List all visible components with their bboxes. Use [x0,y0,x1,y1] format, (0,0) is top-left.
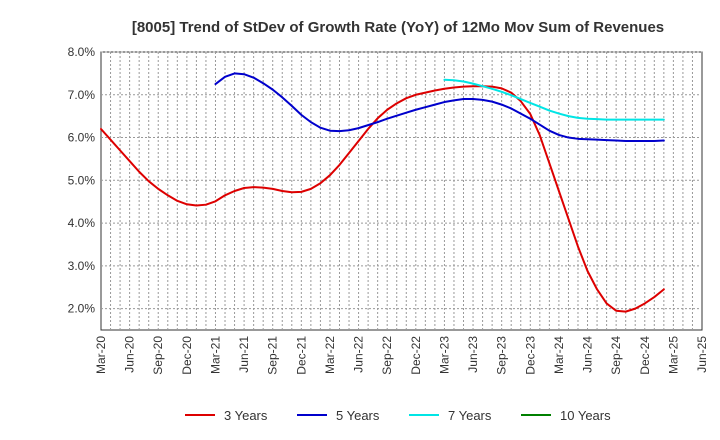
legend-label: 7 Years [448,408,492,423]
x-tick-label: Sep-20 [151,336,165,375]
x-tick-label: Sep-21 [266,336,280,375]
legend: 3 Years 5 Years 7 Years 10 Years [185,408,611,423]
x-tick-label: Dec-20 [180,336,194,375]
series-layer [100,72,665,313]
plot-area [100,51,703,331]
x-tick-label: Sep-23 [495,336,509,375]
x-tick-label: Dec-21 [294,336,308,375]
x-tick-label: Mar-22 [323,336,337,374]
x-tick-label: Sep-22 [380,336,394,375]
x-tick-label: Mar-25 [666,336,680,374]
x-tick-label: Jun-22 [352,336,366,373]
x-tick-label: Dec-24 [638,336,652,375]
chart-title: [8005] Trend of StDev of Growth Rate (Yo… [132,19,664,36]
x-tick-label: Mar-24 [552,336,566,374]
x-tick-label: Dec-23 [523,336,537,375]
y-tick-label: 7.0% [68,88,96,102]
legend-label: 5 Years [336,408,380,423]
x-tick-label: Jun-24 [581,336,595,373]
series-line-7-years [443,78,665,121]
x-tick-label: Mar-23 [437,336,451,374]
legend-label: 3 Years [224,408,268,423]
y-axis-ticks: 2.0% 3.0% 4.0% 5.0% 6.0% 7.0% 8.0% [68,45,96,316]
x-tick-label: Jun-20 [123,336,137,373]
x-axis-ticks: Mar-20 Jun-20 Sep-20 Dec-20 Mar-21 Jun-21 Sep-… [94,336,709,375]
x-tick-label: Sep-24 [609,336,623,375]
series-line-5-years [214,72,665,142]
y-tick-label: 5.0% [68,173,96,187]
legend-label: 10 Years [560,408,611,423]
series-line-3-years [100,85,665,313]
y-tick-label: 2.0% [68,302,96,316]
x-tick-label: Jun-21 [237,336,251,373]
grid-layer [101,51,702,330]
y-tick-label: 8.0% [68,45,96,59]
y-tick-label: 3.0% [68,259,96,273]
x-tick-label: Mar-20 [94,336,108,374]
x-tick-label: Mar-21 [208,336,222,374]
x-tick-label: Jun-25 [695,336,709,373]
x-tick-label: Jun-23 [466,336,480,373]
x-tick-label: Dec-22 [409,336,423,375]
y-tick-label: 6.0% [68,131,96,145]
y-tick-label: 4.0% [68,216,96,230]
